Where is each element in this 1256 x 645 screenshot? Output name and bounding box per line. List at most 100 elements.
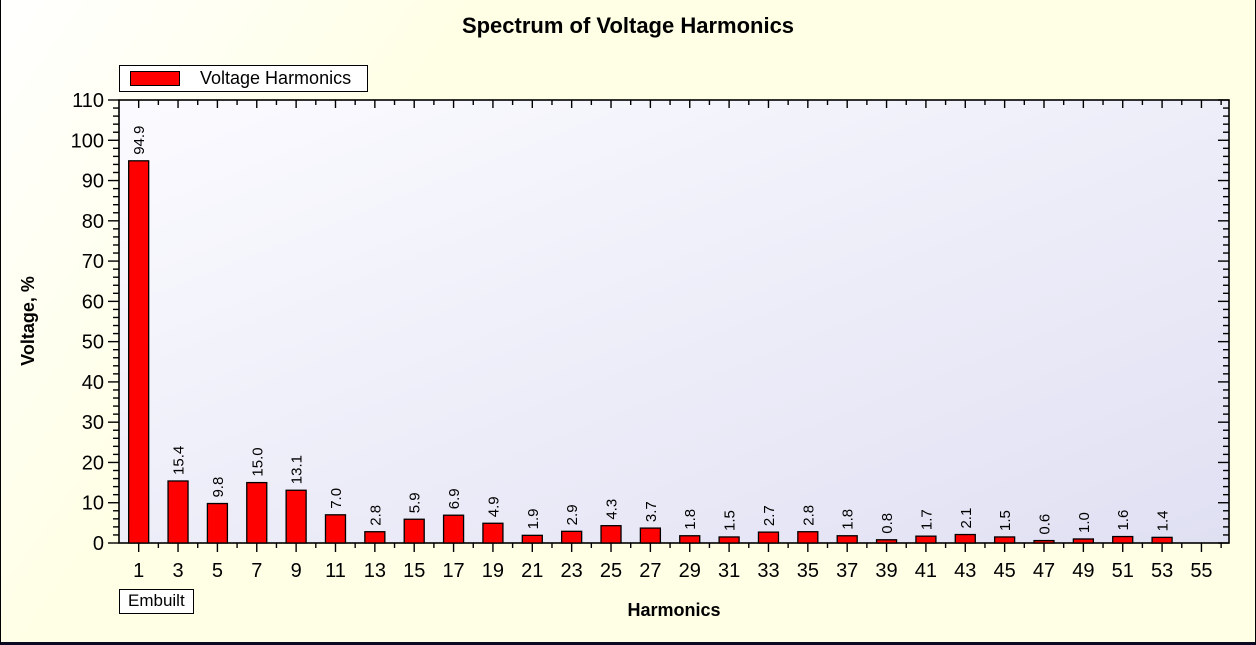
bar-h19	[482, 522, 504, 544]
bar-value-label: 0.6	[1037, 514, 1054, 535]
x-tick-label: 41	[915, 560, 937, 582]
bar-value-label: 2.1	[958, 508, 975, 529]
y-axis-title: Voltage, %	[18, 276, 38, 366]
bar-value-label: 9.8	[210, 477, 227, 498]
bar-h41	[915, 535, 937, 544]
x-tick-label: 27	[639, 560, 661, 582]
bar-h7	[246, 481, 268, 544]
bar-h33	[757, 531, 780, 544]
bar-h43	[954, 533, 976, 544]
y-tick-label: 100	[71, 130, 104, 152]
legend-swatch-icon	[130, 71, 180, 86]
x-tick-label: 49	[1072, 560, 1094, 582]
x-tick-label: 5	[212, 560, 223, 582]
x-tick-label: 23	[561, 560, 583, 582]
bar-value-label: 7.0	[328, 488, 345, 509]
bar-h37	[836, 535, 858, 544]
bar-value-label: 13.1	[289, 455, 306, 484]
bar-h9	[285, 489, 307, 544]
bar-h35	[797, 531, 819, 544]
bar-value-label: 2.8	[367, 505, 384, 526]
x-tick-label: 19	[482, 560, 504, 582]
bar-value-label: 0.8	[879, 513, 896, 534]
bar-value-label: 15.4	[171, 446, 188, 475]
bar-h17	[442, 514, 465, 544]
bar-h21	[521, 534, 543, 544]
y-tick-label: 90	[82, 171, 104, 193]
x-axis-title: Harmonics	[627, 600, 721, 620]
x-tick-label: 21	[521, 560, 543, 582]
bar-h15	[403, 518, 425, 544]
y-tick-label: 70	[82, 251, 104, 273]
bar-value-label: 1.5	[722, 510, 739, 531]
x-tick-label: 35	[797, 560, 819, 582]
bar-value-label: 15.0	[249, 447, 266, 476]
y-tick-label: 60	[82, 291, 104, 313]
x-tick-label: 13	[364, 560, 386, 582]
bar-h53	[1151, 536, 1173, 544]
bar-h25	[600, 525, 622, 544]
x-tick-label: 55	[1190, 560, 1212, 582]
bar-value-label: 1.6	[1115, 510, 1132, 531]
plot-area	[118, 99, 1230, 544]
y-tick-label: 110	[72, 90, 104, 112]
legend: Voltage Harmonics	[119, 65, 369, 92]
bar-h49	[1072, 538, 1095, 544]
y-tick-label: 40	[82, 372, 104, 394]
y-tick-label: 20	[82, 452, 104, 474]
bar-value-label: 3.7	[643, 501, 660, 522]
x-tick-label: 7	[251, 560, 262, 582]
bar-value-label: 6.9	[446, 488, 463, 509]
bar-value-label: 4.3	[604, 499, 621, 520]
bar-h11	[324, 514, 347, 544]
bar-h29	[679, 535, 701, 544]
embuilt-badge: Embuilt	[119, 589, 194, 614]
x-tick-label: 3	[172, 560, 183, 582]
x-tick-label: 43	[954, 560, 976, 582]
bar-value-label: 1.8	[840, 509, 857, 530]
bar-h23	[561, 530, 583, 544]
y-tick-label: 50	[82, 332, 104, 354]
bar-value-label: 2.7	[761, 505, 778, 526]
bar-value-label: 1.4	[1155, 511, 1172, 532]
bar-h1	[128, 160, 150, 544]
bar-value-label: 4.9	[485, 496, 502, 517]
bar-h27	[639, 527, 662, 544]
bar-h5	[206, 502, 229, 544]
x-tick-label: 25	[600, 560, 622, 582]
bar-h3	[167, 480, 189, 544]
x-tick-label: 39	[875, 560, 897, 582]
legend-label: Voltage Harmonics	[200, 68, 352, 88]
y-tick-label: 30	[82, 412, 104, 434]
x-tick-label: 45	[994, 560, 1016, 582]
chart-title: Spectrum of Voltage Harmonics	[461, 13, 795, 38]
y-tick-label: 10	[82, 493, 104, 515]
x-tick-label: 9	[291, 560, 302, 582]
bar-value-label: 5.9	[407, 492, 424, 513]
bar-value-label: 94.9	[131, 126, 148, 155]
x-tick-label: 11	[325, 560, 346, 582]
bar-h13	[364, 531, 386, 544]
x-tick-label: 29	[679, 560, 701, 582]
x-tick-label: 15	[403, 560, 425, 582]
x-tick-label: 1	[133, 560, 144, 582]
x-tick-label: 53	[1151, 560, 1173, 582]
bar-h47	[1033, 539, 1055, 544]
bar-value-label: 2.9	[564, 504, 581, 525]
x-tick-label: 47	[1033, 560, 1055, 582]
bar-value-label: 2.8	[800, 505, 817, 526]
bar-value-label: 1.5	[997, 510, 1014, 531]
x-tick-label: 37	[836, 560, 858, 582]
bar-h31	[718, 536, 740, 544]
bar-value-label: 1.9	[525, 508, 542, 529]
bar-value-label: 1.7	[918, 509, 935, 530]
bar-value-label: 1.8	[682, 509, 699, 530]
bar-value-label: 1.0	[1076, 512, 1093, 533]
x-tick-label: 17	[442, 560, 464, 582]
bar-h45	[993, 536, 1016, 544]
x-tick-label: 51	[1112, 560, 1134, 582]
y-tick-label: 0	[93, 533, 104, 555]
y-tick-label: 80	[82, 211, 104, 233]
